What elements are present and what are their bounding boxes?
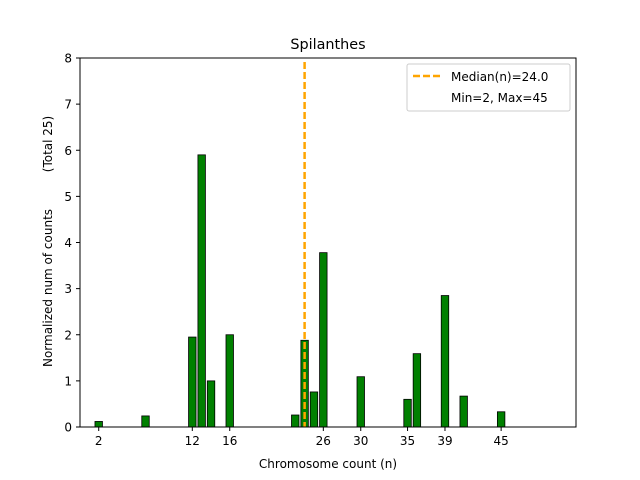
bar xyxy=(440,295,450,428)
y-tick-label: 5 xyxy=(64,190,72,204)
bar xyxy=(206,380,216,428)
y-tick-label: 6 xyxy=(64,144,72,158)
bar xyxy=(291,414,300,428)
legend-minmax-label: Min=2, Max=45 xyxy=(451,91,548,105)
bar xyxy=(403,398,412,428)
x-tick-label: 30 xyxy=(353,434,368,448)
y-tick-label: 4 xyxy=(64,236,72,250)
y-axis-label-total: (Total 25) xyxy=(41,116,55,172)
x-tick-label: 45 xyxy=(493,434,508,448)
y-tick-label: 1 xyxy=(64,374,72,388)
y-tick-label: 7 xyxy=(64,98,72,112)
bar xyxy=(197,154,206,428)
x-tick-label: 2 xyxy=(95,434,103,448)
legend: Median(n)=24.0 Min=2, Max=45 xyxy=(406,63,571,112)
y-axis-label: Normalized num of counts xyxy=(41,209,55,367)
x-tick-label: 26 xyxy=(316,434,331,448)
legend-median-label: Median(n)=24.0 xyxy=(451,70,548,84)
x-axis-label: Chromosome count (n) xyxy=(259,457,397,471)
bar xyxy=(356,376,365,428)
bar xyxy=(319,252,328,428)
legend-box xyxy=(406,63,571,112)
chart-title: Spilanthes xyxy=(290,37,365,53)
bar xyxy=(459,395,468,428)
bar xyxy=(496,411,506,428)
bar xyxy=(225,334,234,428)
y-tick-label: 2 xyxy=(64,328,72,342)
x-tick-label: 12 xyxy=(185,434,200,448)
x-tick-label: 35 xyxy=(400,434,415,448)
x-tick-label: 39 xyxy=(437,434,452,448)
bar xyxy=(94,421,103,428)
y-tick-label: 3 xyxy=(64,282,72,296)
y-tick-label: 8 xyxy=(64,52,72,66)
bar xyxy=(188,336,197,428)
x-tick-label: 16 xyxy=(222,434,237,448)
bar xyxy=(309,391,319,428)
bar xyxy=(412,353,422,428)
bar xyxy=(141,415,150,428)
y-tick-label: 0 xyxy=(64,421,72,435)
